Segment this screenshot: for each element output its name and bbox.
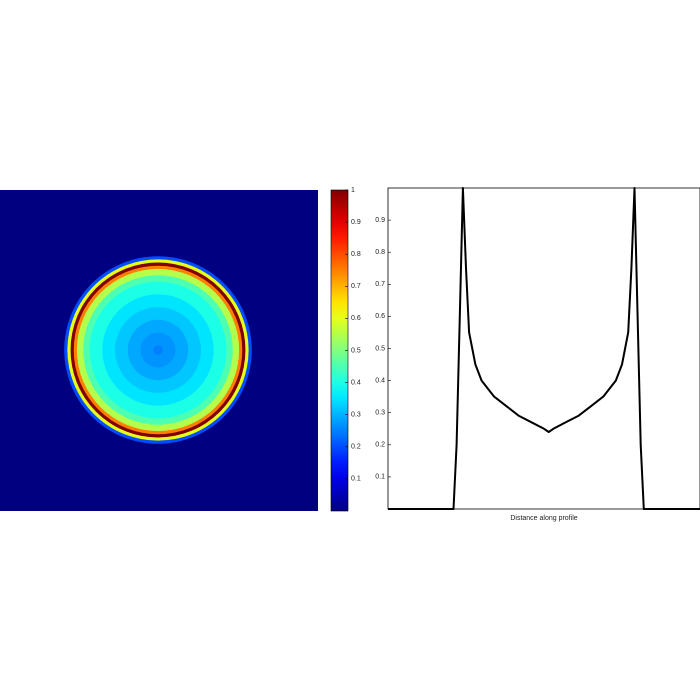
y-tick-label: 0.3 [375, 410, 385, 417]
y-tick-label: 0.9 [375, 217, 385, 224]
y-tick-label: 0.1 [375, 474, 385, 481]
y-tick-label: 0.6 [375, 313, 385, 320]
heatmap [0, 190, 318, 511]
colorbar-tick-label: 0.6 [351, 315, 361, 322]
heatmap-ring [153, 345, 163, 355]
colorbar-tick-label: 0.7 [351, 283, 361, 290]
y-tick-label: 0.7 [375, 281, 385, 288]
colorbar-tick-label: 0.2 [351, 444, 361, 451]
colorbar-tick-label: 0.8 [351, 251, 361, 258]
colorbar-tick-label: 0.4 [351, 379, 361, 386]
y-tick-label: 0.2 [375, 442, 385, 449]
profile-line [388, 187, 700, 510]
colorbar-tick-label: 0.5 [351, 347, 361, 354]
colorbar-tick-label: 0.9 [351, 219, 361, 226]
y-tick-label: 0.8 [375, 249, 385, 256]
colorbar-tick-label: 1 [351, 187, 355, 194]
y-tick-label: 0.5 [375, 345, 385, 352]
colorbar-tick-label: 0.1 [351, 476, 361, 483]
x-axis-label: Distance along profile [510, 515, 577, 522]
y-tick-label: 0.4 [375, 377, 385, 384]
colorbar-tick-label: 0.3 [351, 412, 361, 419]
plot-frame [387, 187, 700, 510]
